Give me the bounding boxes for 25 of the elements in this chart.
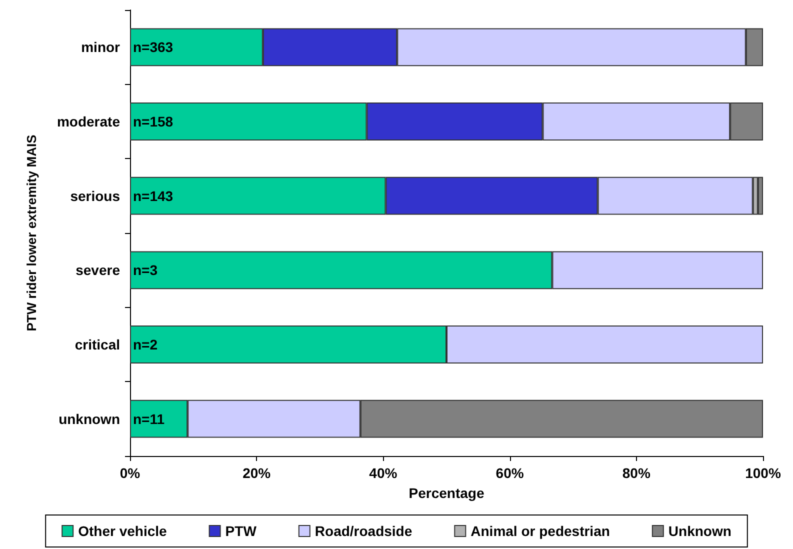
y-tick-label: critical (74, 336, 120, 352)
legend-label: Unknown (668, 523, 732, 539)
x-axis-title: Percentage (408, 485, 484, 501)
y-tick-label: unknown (58, 410, 120, 427)
y-tick-label: serious (70, 188, 120, 204)
annotation: n=158 (133, 114, 174, 130)
y-tick-label: minor (81, 39, 121, 56)
x-tick-label: 100% (745, 465, 782, 481)
legend-label: Animal or pedestrian (470, 523, 610, 539)
x-tick-label: 20% (242, 465, 272, 481)
y-axis-title: PTW rider lower extremity MAIS (24, 134, 39, 332)
annotation: n=3 (133, 262, 158, 278)
x-tick-label: 80% (622, 465, 651, 481)
legend-label: Other vehicle (78, 523, 168, 539)
x-tick-label: 60% (496, 465, 524, 481)
annotation: n=143 (133, 188, 174, 204)
annotation: n=11 (133, 410, 165, 427)
y-tick-label: moderate (56, 114, 120, 130)
annotation: n=363 (133, 39, 174, 56)
x-tick-label: 0% (120, 465, 141, 481)
legend-label: PTW (225, 523, 258, 539)
legend-label: Road/roadside (314, 523, 412, 539)
y-tick-label: severe (76, 262, 120, 278)
annotation: n=2 (133, 336, 158, 352)
x-tick-label: 40% (369, 465, 398, 481)
